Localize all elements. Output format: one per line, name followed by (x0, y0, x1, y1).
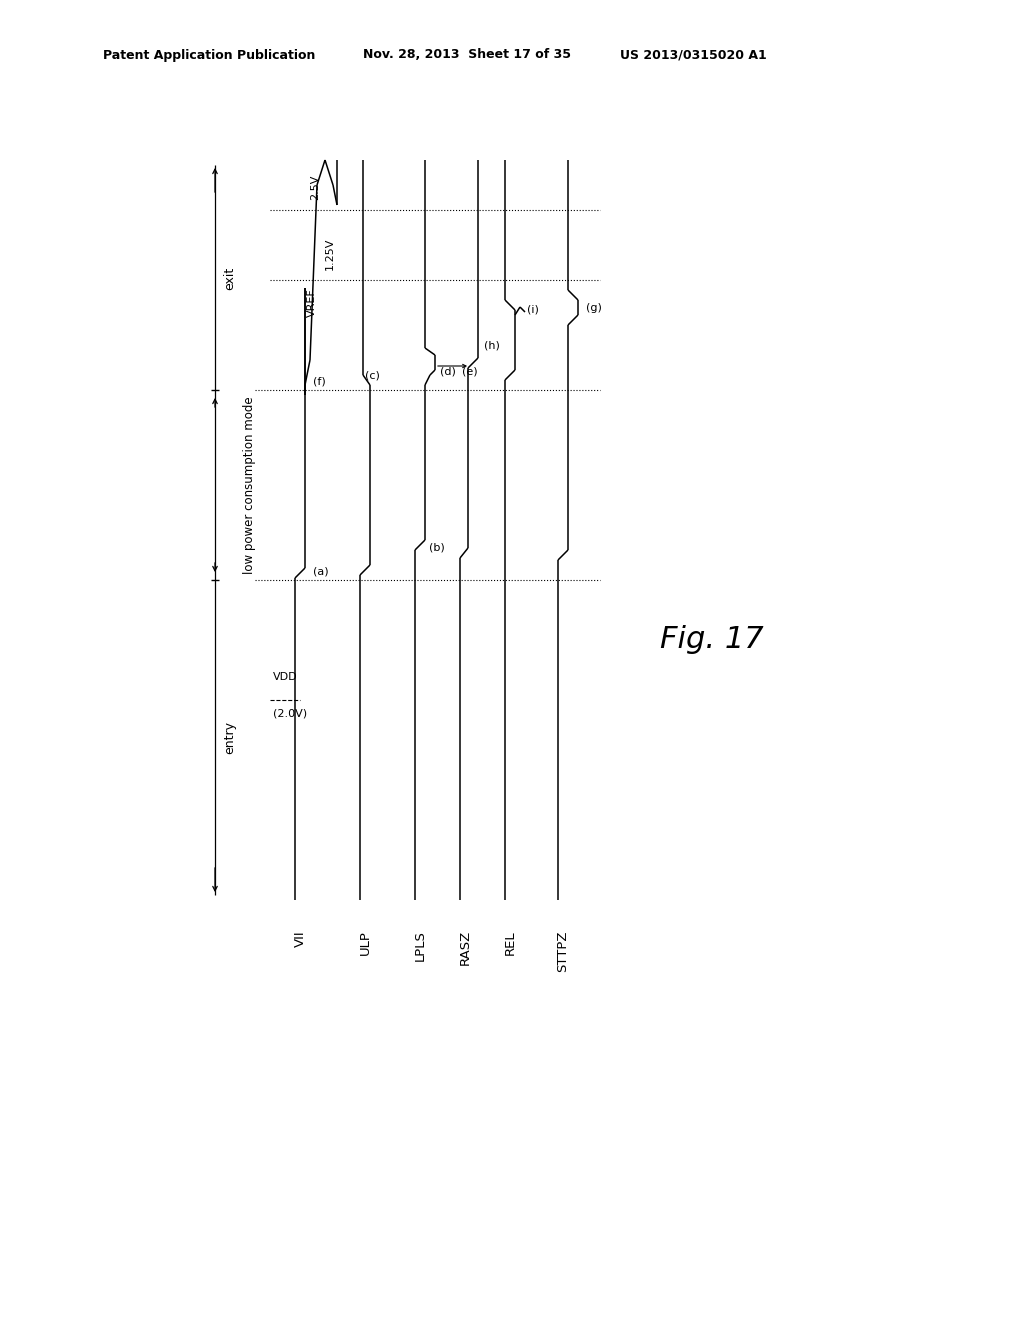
Text: VDD: VDD (273, 672, 298, 682)
Text: (e): (e) (462, 367, 477, 378)
Text: (f): (f) (313, 378, 326, 387)
Text: entry: entry (223, 722, 237, 755)
Text: VREF: VREF (307, 288, 317, 317)
Text: (i): (i) (527, 305, 539, 315)
Text: (b): (b) (429, 543, 444, 553)
Text: (2.0V): (2.0V) (273, 708, 307, 718)
Text: STTPZ: STTPZ (556, 931, 569, 972)
Text: 2.5V: 2.5V (310, 174, 319, 201)
Text: (c): (c) (365, 370, 380, 380)
Text: (h): (h) (484, 341, 500, 350)
Text: Patent Application Publication: Patent Application Publication (103, 49, 315, 62)
Text: exit: exit (223, 267, 237, 289)
Text: (g): (g) (586, 304, 602, 313)
Text: Nov. 28, 2013  Sheet 17 of 35: Nov. 28, 2013 Sheet 17 of 35 (362, 49, 571, 62)
Text: (d): (d) (440, 367, 456, 378)
Text: VII: VII (294, 931, 306, 946)
Text: low power consumption mode: low power consumption mode (244, 396, 256, 574)
Text: ULP: ULP (358, 931, 372, 954)
Text: Fig. 17: Fig. 17 (660, 626, 764, 655)
Text: 1.25V: 1.25V (325, 238, 335, 271)
Text: US 2013/0315020 A1: US 2013/0315020 A1 (620, 49, 767, 62)
Text: (a): (a) (313, 568, 329, 577)
Text: LPLS: LPLS (414, 931, 427, 961)
Text: RASZ: RASZ (459, 931, 471, 965)
Text: REL: REL (504, 931, 516, 954)
